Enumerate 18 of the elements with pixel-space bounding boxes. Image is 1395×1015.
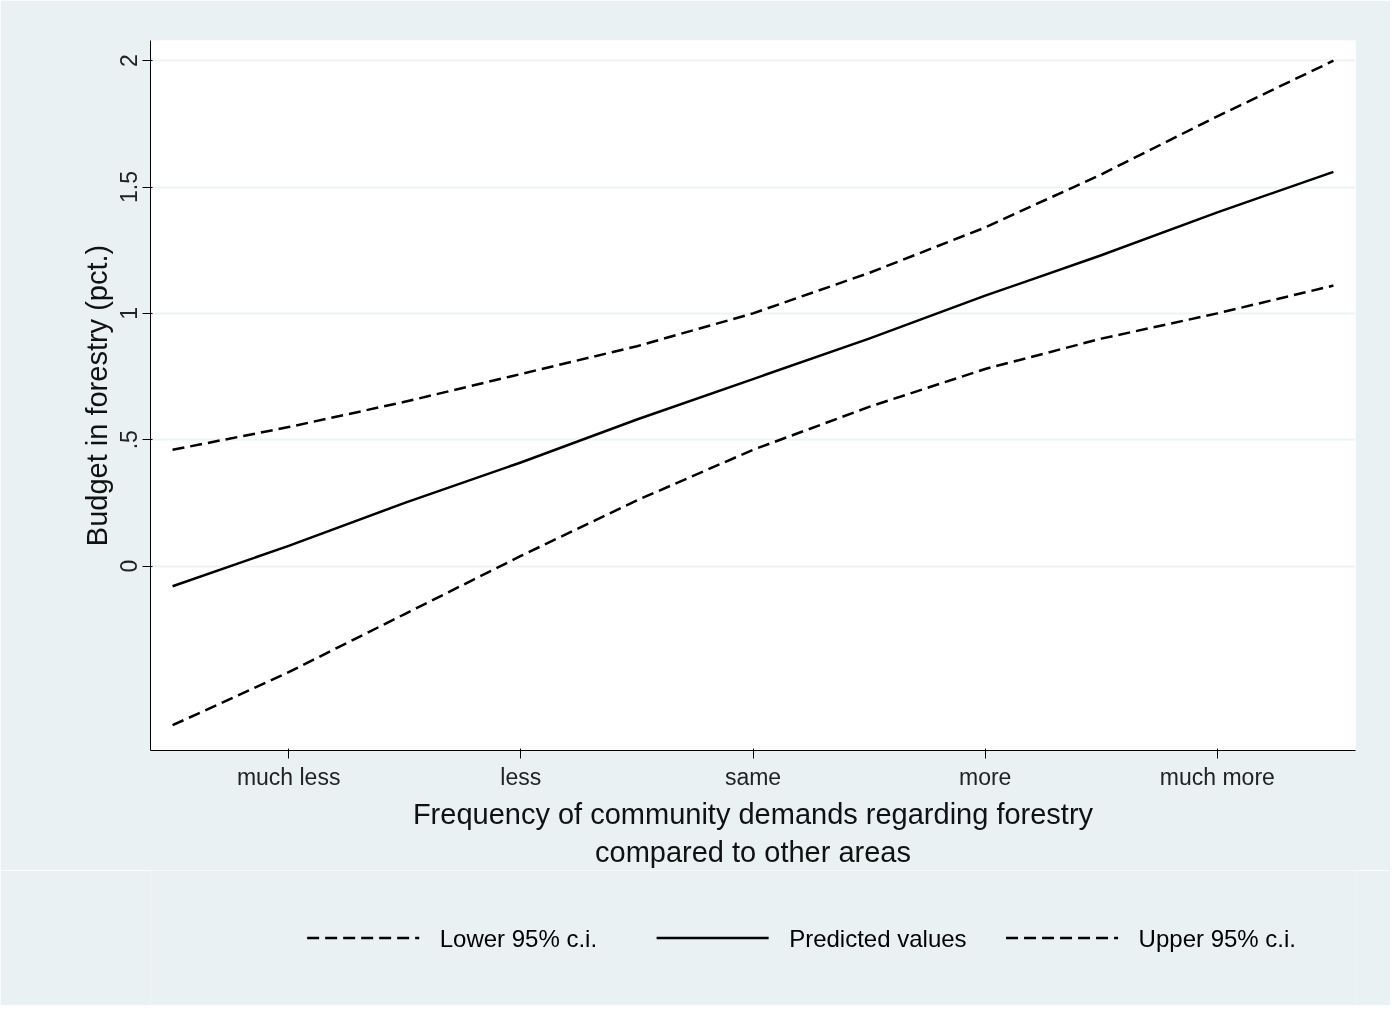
line-series xyxy=(171,284,1335,727)
x-tick-label: more xyxy=(958,763,1012,790)
x-axis-title: Frequency of community demands regarding forestry compared to other areas xyxy=(412,797,1094,868)
line-series xyxy=(171,59,1335,452)
y-tick-label: 2 xyxy=(116,54,143,68)
y-tick-label: .5 xyxy=(116,430,143,450)
x-tick-label: less xyxy=(500,763,542,790)
y-tick-label: 0 xyxy=(116,559,143,573)
line-series xyxy=(171,170,1335,588)
y-tick-label: 1.5 xyxy=(116,171,143,204)
x-tick-label: much less xyxy=(236,763,341,790)
y-axis-title: Budget in forestry (pct.) xyxy=(80,244,113,547)
y-tick-label: 1 xyxy=(116,306,143,320)
x-tick-label: same xyxy=(724,763,782,790)
legend-label: Upper 95% c.i. xyxy=(1138,924,1297,952)
legend-label: Predicted values xyxy=(789,924,967,952)
legend-label: Lower 95% c.i. xyxy=(439,924,598,952)
x-tick-label: much more xyxy=(1159,763,1275,790)
